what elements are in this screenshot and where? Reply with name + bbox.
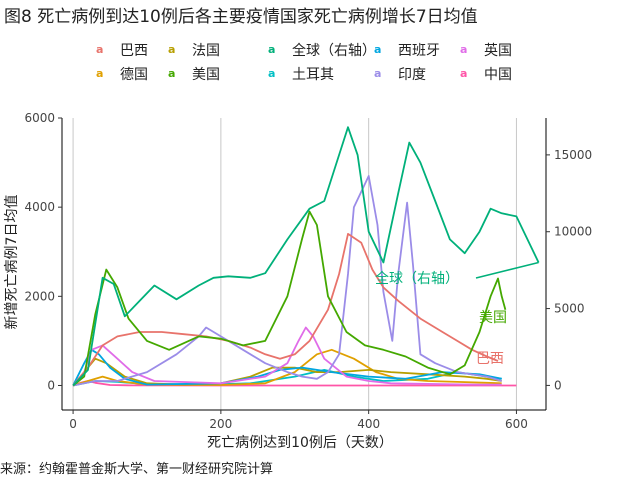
series-line-2 <box>72 232 499 387</box>
y-tick-label: 0 <box>47 378 55 392</box>
legend-label: 英国 <box>484 43 512 59</box>
legend-label: 法国 <box>192 43 220 59</box>
source-note: 来源：约翰霍普金斯大学、第一财经研究院计算 <box>0 462 274 477</box>
legend-key-icon: a <box>168 43 186 57</box>
legend-key-glyph: a <box>168 67 176 80</box>
legend-label: 德国 <box>120 67 148 83</box>
annotation-brazil: 巴西 <box>476 351 504 367</box>
legend-key-glyph: a <box>168 43 176 56</box>
y2-tick-label: 10000 <box>554 225 592 239</box>
legend-key-icon: a <box>96 43 114 57</box>
legend-key-icon: a <box>96 67 114 81</box>
y-tick-label: 4000 <box>24 200 55 214</box>
legend-key-glyph: a <box>96 67 104 80</box>
legend-key-glyph: a <box>268 43 276 56</box>
legend-key-icon: a <box>460 43 478 57</box>
legend-label: 西班牙 <box>398 43 440 59</box>
legend-item-india: a 印度 <box>374 64 426 84</box>
legend-key-glyph: a <box>96 43 104 56</box>
legend-label: 中国 <box>484 67 512 83</box>
legend-label: 印度 <box>398 67 426 83</box>
legend-key-glyph: a <box>374 67 382 80</box>
legend-item-france: a 法国 <box>168 40 220 60</box>
legend-item-brazil: a 巴西 <box>96 40 148 60</box>
legend-item-china: a 中国 <box>460 64 512 84</box>
legend-key-glyph: a <box>460 67 468 80</box>
legend-label: 美国 <box>192 67 220 83</box>
x-tick-label: 0 <box>69 417 77 431</box>
annotation-global: 全球（右轴） <box>375 270 459 287</box>
legend-key-icon: a <box>268 43 286 57</box>
legend-item-usa: a 美国 <box>168 64 220 84</box>
y2-tick-label: 15000 <box>554 148 592 162</box>
legend-key-icon: a <box>268 67 286 81</box>
legend-item-turkey: a 土耳其 <box>268 64 334 84</box>
x-tick-label: 400 <box>357 417 380 431</box>
series-line-0 <box>72 126 540 387</box>
series-line-4 <box>72 326 502 387</box>
y2-tick-label: 0 <box>554 378 562 392</box>
legend-label: 土耳其 <box>292 67 334 83</box>
legend-label: 巴西 <box>120 43 148 59</box>
y-tick-label: 2000 <box>24 289 55 303</box>
legend-item-uk: a 英国 <box>460 40 512 60</box>
series-line-1 <box>72 210 507 387</box>
chart-title: 图8 死亡病例到达10例后各主要疫情国家死亡病例增长7日均值 <box>4 7 478 27</box>
axes <box>61 118 547 411</box>
gridlines <box>72 118 517 410</box>
legend-item-spain: a 西班牙 <box>374 40 440 60</box>
y-axis-label: 新增死亡病例7日均值 <box>4 195 20 330</box>
legend-item-germany: a 德国 <box>96 64 148 84</box>
legend-key-icon: a <box>460 67 478 81</box>
y-tick-label: 6000 <box>24 111 55 125</box>
series-line-3 <box>72 175 502 387</box>
legend-key-glyph: a <box>374 43 382 56</box>
series-lines <box>72 126 540 387</box>
x-tick-label: 600 <box>505 417 528 431</box>
y2-tick-label: 5000 <box>554 302 585 316</box>
series-line-6 <box>72 348 502 387</box>
global-annotation-leader <box>475 261 539 279</box>
legend-key-icon: a <box>374 43 392 57</box>
legend-label: 全球（右轴） <box>292 43 376 59</box>
legend-key-glyph: a <box>268 67 276 80</box>
x-tick-label: 200 <box>209 417 232 431</box>
legend-item-global: a 全球（右轴） <box>268 40 376 60</box>
annotation-usa: 美国 <box>479 310 507 326</box>
legend-key-icon: a <box>374 67 392 81</box>
x-axis-label: 死亡病例达到10例后（天数） <box>207 435 393 451</box>
series-line-7 <box>72 348 502 386</box>
legend-key-icon: a <box>168 67 186 81</box>
legend-key-glyph: a <box>460 43 468 56</box>
